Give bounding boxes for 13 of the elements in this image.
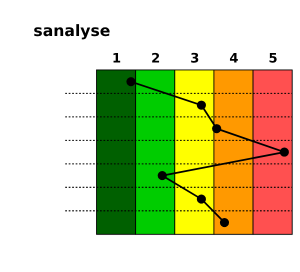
x-tick-label: 5 <box>268 52 278 67</box>
x-tick-label: 4 <box>229 52 238 67</box>
chart-title: sanalyse <box>33 21 110 40</box>
point <box>280 148 289 157</box>
point <box>158 171 167 180</box>
point <box>212 124 222 134</box>
point <box>196 194 206 204</box>
point <box>196 100 206 110</box>
x-tick-label: 2 <box>151 52 160 67</box>
x-tick-label: 3 <box>190 52 200 67</box>
point <box>220 218 230 228</box>
x-tick-label: 1 <box>112 52 122 67</box>
point <box>126 77 136 86</box>
